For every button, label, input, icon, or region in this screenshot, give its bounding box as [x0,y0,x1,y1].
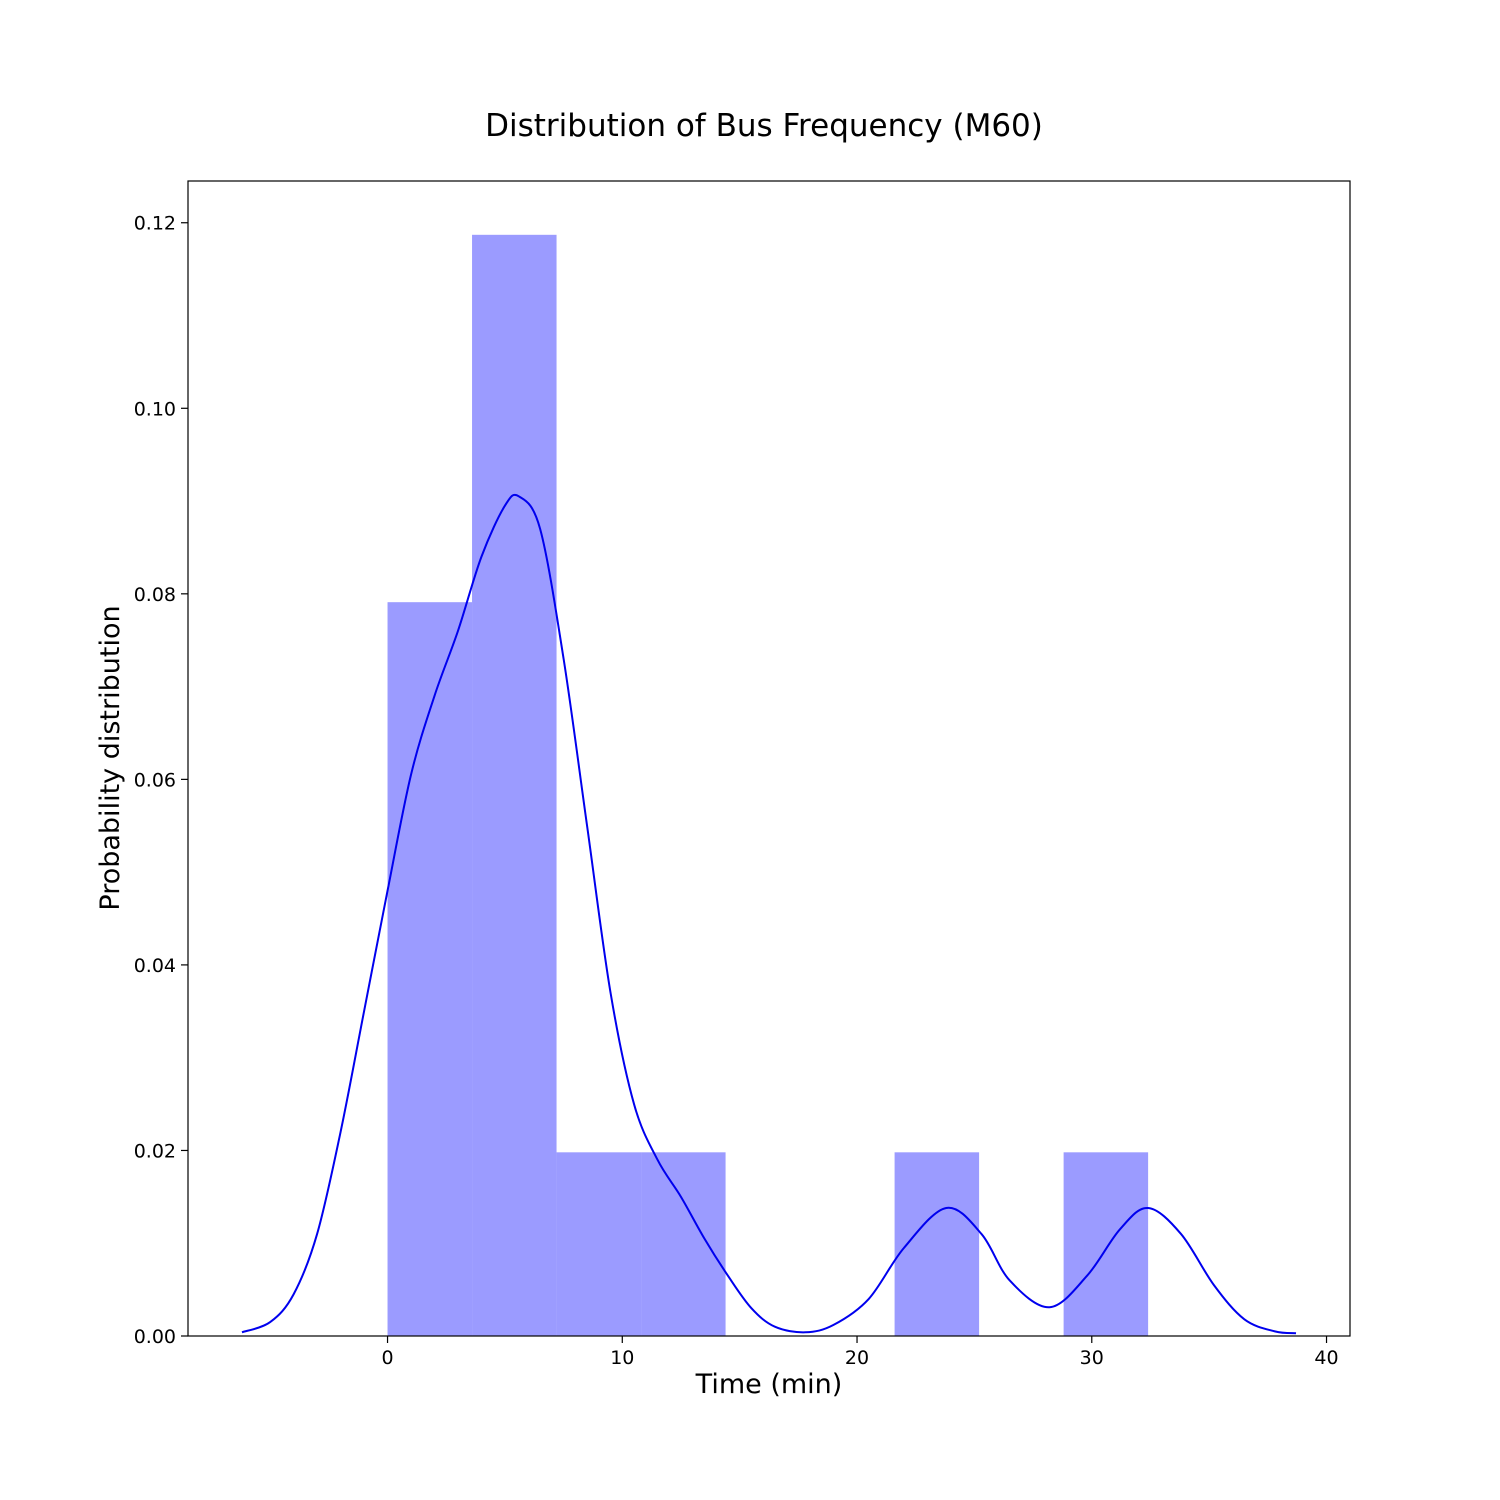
histogram-bar-2 [556,1152,642,1336]
histogram-bar-6 [894,1152,980,1336]
plot-frame [187,180,1351,1337]
y-tick-label-6: 0.12 [134,213,176,235]
x-tick-label-4: 40 [1314,1347,1338,1369]
y-axis: 0.00 0.02 0.04 0.06 0.08 0.10 0.12 [134,213,188,1348]
x-axis-label: Time (min) [695,1369,843,1400]
x-tick-label-1: 10 [610,1347,634,1369]
x-tick-label-3: 30 [1080,1347,1104,1369]
y-tick-label-3: 0.06 [134,769,176,791]
histogram-bar-0 [387,602,473,1336]
y-axis-label: Probability distribution [95,605,126,910]
y-tick-label-0: 0.00 [134,1326,176,1348]
chart-title: Distribution of Bus Frequency (M60) [485,108,1043,144]
y-tick-label-2: 0.04 [134,955,176,977]
x-tick-label-2: 20 [845,1347,869,1369]
histogram-bar-1 [472,234,557,1336]
y-tick-label-4: 0.08 [134,584,176,606]
histogram-bar-8 [1063,1152,1149,1336]
histogram-bars [387,234,1149,1336]
plot-area [188,181,1350,1336]
x-axis: 0 10 20 30 40 [381,1336,1339,1369]
y-tick-label-5: 0.10 [134,398,176,420]
y-tick-label-1: 0.02 [134,1140,176,1162]
x-tick-label-0: 0 [381,1347,393,1369]
histogram-bar-3 [641,1152,726,1336]
kde-curve [241,493,1297,1335]
